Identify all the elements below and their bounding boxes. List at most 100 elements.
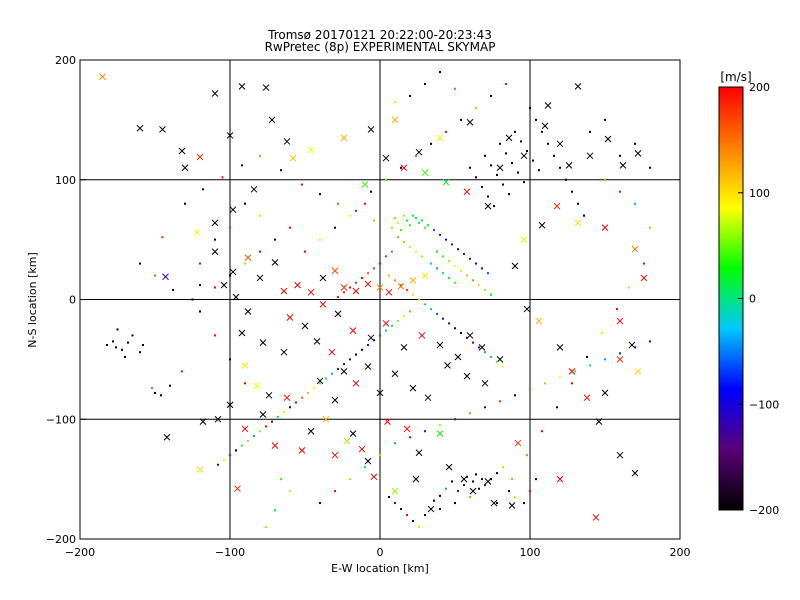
dot-point [337,202,339,205]
dot-point [400,229,402,232]
dot-point [460,269,462,272]
dot-point [325,377,327,380]
dot-point [502,466,504,469]
dot-point [445,487,447,490]
cross-point [616,356,624,363]
cross-point [382,154,390,162]
dot-point [394,279,396,282]
dot-point [466,475,468,478]
dot-point [505,82,507,85]
dot-point [556,406,558,409]
dot-point [337,367,339,370]
dot-point [466,274,468,277]
dot-point [127,341,129,344]
dot-point [472,341,474,344]
cross-point [214,415,222,423]
cross-point [352,379,360,387]
cross-point [496,164,504,172]
dot-point [116,328,119,331]
colorbar-tick-label: 200 [749,81,770,94]
dot-point [388,274,390,277]
x-axis-label: E-W location [km] [331,562,429,575]
dot-point [259,430,261,433]
cross-point [340,367,348,375]
dot-point [154,391,156,394]
cross-point [313,338,321,345]
dot-point [397,320,399,323]
dot-point [154,274,156,277]
cross-point [397,282,405,290]
chart-title: Tromsø 20170121 20:22:00-20:23:43 [268,28,492,42]
dot-point [457,248,459,251]
dot-point [412,520,414,523]
dot-point [409,245,411,248]
cross-point [478,344,486,351]
dot-point [475,106,477,109]
dot-point [202,188,204,191]
dot-point [403,214,405,217]
dot-point [139,351,141,354]
dot-point [388,496,390,499]
dot-point [364,202,366,205]
y-tick-label: −200 [46,533,76,546]
dot-point [478,284,480,287]
dot-point [307,391,309,394]
cross-point [436,430,444,437]
dot-point [454,502,456,505]
cross-point [162,273,169,281]
dot-point [454,264,456,267]
dot-point [409,436,411,439]
dot-point [112,340,114,343]
dot-point [373,267,375,270]
dot-point [433,499,435,502]
cross-point [256,274,264,282]
cross-point [294,281,301,289]
data-points [99,70,651,529]
dot-point [319,193,321,196]
dot-point [391,226,393,229]
colorbar [718,86,744,511]
dot-point [415,250,417,253]
dot-point [451,480,453,483]
dot-point [106,344,108,347]
dot-point [355,353,357,356]
cross-point [268,116,276,124]
cross-point [541,122,549,130]
cross-point [319,300,327,308]
dot-point [484,154,486,157]
x-tick-label: 0 [377,546,384,559]
dot-point [397,221,399,224]
dot-point [406,514,408,517]
dot-point [391,250,393,253]
cross-point [469,487,477,495]
dot-point [244,382,246,385]
cross-point [574,219,582,227]
cross-point [508,502,516,509]
dot-point [229,226,231,229]
dot-point [379,454,381,457]
cross-point [384,418,391,425]
dot-point [301,183,303,186]
cross-point [307,288,315,296]
dot-point [367,344,369,347]
cross-point [481,379,489,387]
dot-point [499,400,501,403]
x-tick-label: 100 [520,546,541,559]
cross-point [523,305,531,313]
dot-point [442,272,444,275]
cross-point [574,82,582,90]
dot-point [400,166,402,169]
dot-point [451,243,453,246]
dot-point [481,185,483,188]
dot-point [538,169,540,172]
dot-point [469,166,471,169]
dot-point [124,355,126,358]
dot-point [259,154,261,157]
dot-point [421,219,423,222]
cross-point [229,268,237,276]
dot-point [229,274,231,277]
dot-point [415,154,417,157]
dot-point [559,166,561,169]
cross-point [553,202,561,210]
